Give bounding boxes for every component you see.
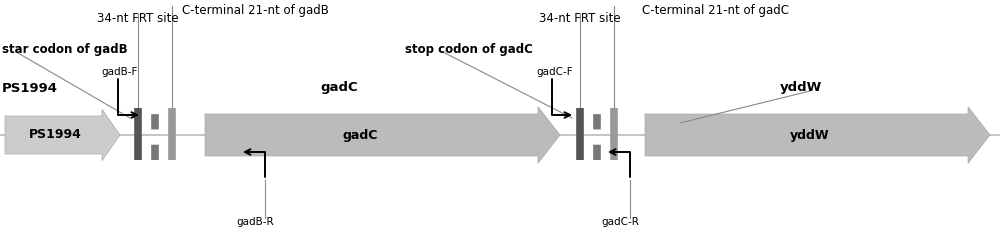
Text: gadC-R: gadC-R	[601, 217, 639, 227]
Text: gadC-F: gadC-F	[537, 67, 573, 77]
Text: 34-nt FRT site: 34-nt FRT site	[97, 12, 179, 25]
Text: gadB-R: gadB-R	[236, 217, 274, 227]
Text: PS1994: PS1994	[29, 128, 81, 142]
FancyArrow shape	[5, 109, 120, 161]
Text: PS1994: PS1994	[2, 82, 58, 95]
Text: C-terminal 21-nt of gadC: C-terminal 21-nt of gadC	[642, 4, 788, 17]
FancyArrow shape	[205, 107, 560, 163]
FancyArrow shape	[645, 107, 990, 163]
Text: 34-nt FRT site: 34-nt FRT site	[539, 12, 621, 25]
Text: C-terminal 21-nt of gadB: C-terminal 21-nt of gadB	[182, 4, 328, 17]
Text: yddW: yddW	[780, 82, 822, 95]
Text: yddW: yddW	[790, 128, 830, 142]
Text: gadB-F: gadB-F	[102, 67, 138, 77]
Text: stop codon of gadC: stop codon of gadC	[405, 43, 533, 56]
Text: star codon of gadB: star codon of gadB	[2, 43, 128, 56]
Text: gadC: gadC	[320, 82, 358, 95]
Text: gadC: gadC	[342, 128, 378, 142]
